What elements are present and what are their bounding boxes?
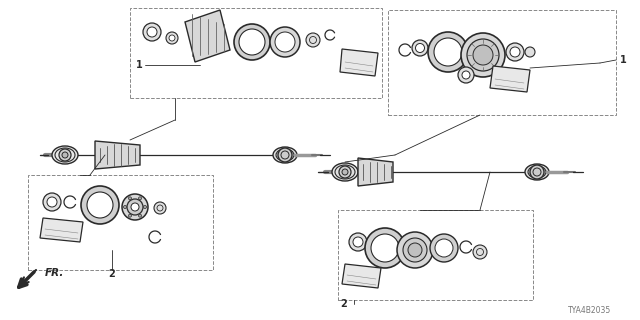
Circle shape [234,24,270,60]
Text: 1: 1 [620,55,627,65]
Circle shape [473,45,493,65]
Polygon shape [40,218,83,242]
Ellipse shape [276,149,294,161]
Circle shape [461,33,505,77]
Polygon shape [95,141,140,169]
Ellipse shape [55,148,75,162]
Bar [28,175,213,270]
Circle shape [342,169,348,175]
Text: FR.: FR. [45,268,65,278]
Circle shape [122,194,148,220]
Circle shape [239,29,265,55]
Circle shape [59,149,71,161]
Circle shape [510,47,520,57]
Circle shape [365,228,405,268]
Circle shape [129,197,131,200]
Circle shape [138,197,141,200]
Circle shape [434,38,462,66]
Circle shape [147,27,157,37]
Polygon shape [342,264,381,288]
Circle shape [81,186,119,224]
Circle shape [349,233,367,251]
Circle shape [530,165,544,179]
Text: 2: 2 [109,269,115,279]
Circle shape [467,39,499,71]
Circle shape [143,23,161,41]
Ellipse shape [273,147,297,163]
Circle shape [43,193,61,211]
Ellipse shape [332,163,358,181]
Circle shape [143,205,147,209]
Circle shape [473,245,487,259]
Circle shape [339,166,351,178]
Circle shape [47,197,57,207]
Circle shape [408,243,422,257]
Text: 1: 1 [136,60,143,70]
Bar [388,10,616,115]
Circle shape [371,234,399,262]
Polygon shape [185,10,230,62]
Circle shape [397,232,433,268]
Polygon shape [490,66,530,92]
Circle shape [430,234,458,262]
Bar [130,8,382,98]
Circle shape [87,192,113,218]
Circle shape [415,44,424,52]
Circle shape [412,40,428,56]
Ellipse shape [335,165,355,179]
Circle shape [169,35,175,41]
Circle shape [62,152,68,158]
Circle shape [458,67,474,83]
Circle shape [131,203,139,211]
Ellipse shape [525,164,549,180]
Circle shape [462,71,470,79]
Circle shape [428,32,468,72]
Circle shape [278,148,292,162]
Circle shape [306,33,320,47]
Ellipse shape [528,166,546,178]
Ellipse shape [52,146,78,164]
Circle shape [403,238,427,262]
Text: TYA4B2035: TYA4B2035 [568,306,612,315]
Circle shape [353,237,363,247]
Circle shape [275,32,295,52]
Circle shape [124,205,127,209]
Text: 2: 2 [340,299,347,309]
Circle shape [435,239,453,257]
Circle shape [127,199,143,215]
Circle shape [525,47,535,57]
Circle shape [138,214,141,217]
Bar [338,210,533,300]
Circle shape [506,43,524,61]
Polygon shape [340,49,378,76]
Circle shape [154,202,166,214]
Circle shape [270,27,300,57]
Circle shape [166,32,178,44]
Circle shape [129,214,131,217]
Polygon shape [358,158,393,186]
